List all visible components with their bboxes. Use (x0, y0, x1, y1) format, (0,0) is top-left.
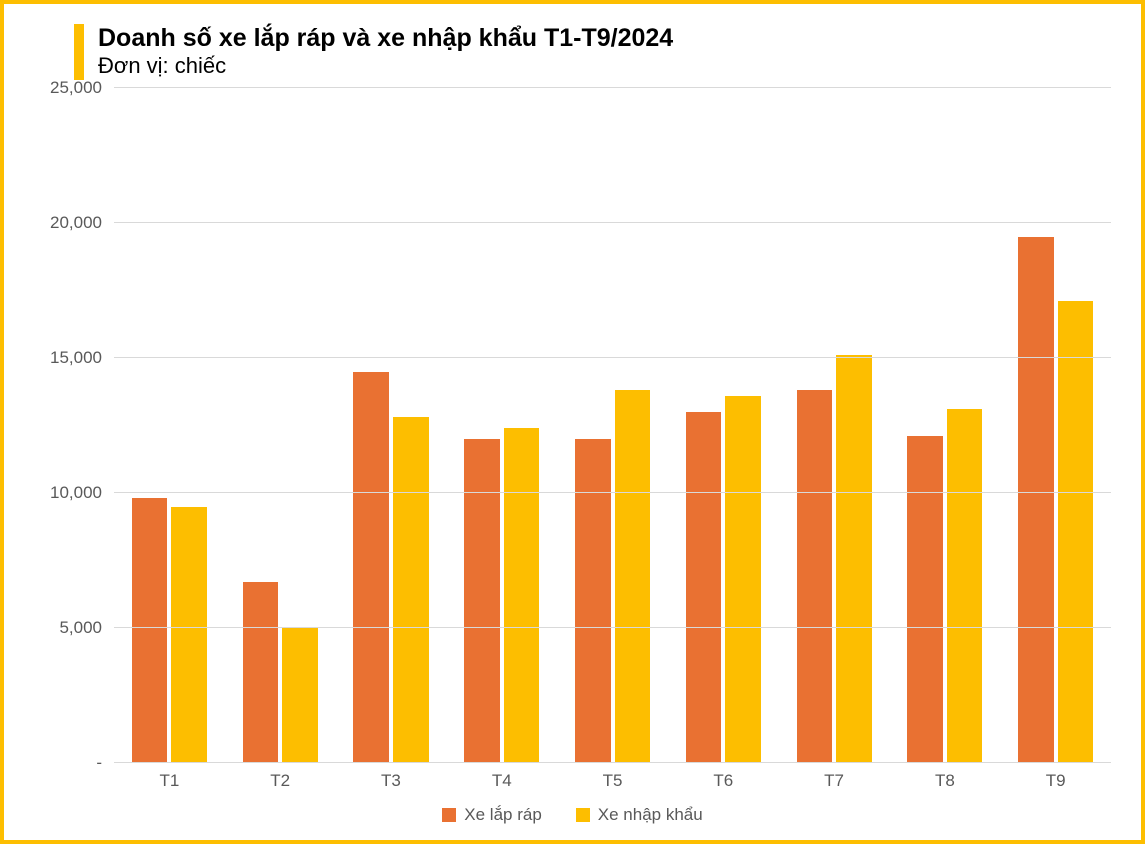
bar-group (557, 88, 668, 763)
legend-label: Xe lắp ráp (464, 805, 542, 825)
legend-item: Xe lắp ráp (442, 805, 542, 825)
bar-group (336, 88, 447, 763)
legend-swatch (576, 808, 590, 822)
bar-group (889, 88, 1000, 763)
gridline (114, 627, 1111, 628)
chart-subtitle: Đơn vị: chiếc (98, 53, 673, 78)
x-tick-label: T3 (336, 771, 447, 791)
bar (1058, 301, 1094, 763)
bar-group (114, 88, 225, 763)
gridline (114, 357, 1111, 358)
bars-container (114, 88, 1111, 763)
bar (907, 436, 943, 763)
bar (725, 396, 761, 763)
chart-header: Doanh số xe lắp ráp và xe nhập khẩu T1-T… (34, 24, 1111, 80)
x-tick-label: T6 (668, 771, 779, 791)
plot-row: -5,00010,00015,00020,00025,000 (34, 88, 1111, 763)
bar (171, 507, 207, 764)
bar (464, 439, 500, 763)
bar (393, 417, 429, 763)
bar (615, 390, 651, 763)
y-tick-label: 5,000 (32, 618, 102, 638)
bar (282, 628, 318, 763)
x-tick-label: T7 (779, 771, 890, 791)
bar-group (225, 88, 336, 763)
y-tick-label: 10,000 (32, 483, 102, 503)
accent-bar (74, 24, 84, 80)
gridline (114, 222, 1111, 223)
x-tick-label: T1 (114, 771, 225, 791)
x-tick-label: T8 (889, 771, 1000, 791)
chart-title: Doanh số xe lắp ráp và xe nhập khẩu T1-T… (98, 24, 673, 53)
legend-swatch (442, 808, 456, 822)
bar (836, 355, 872, 763)
y-tick-label: 20,000 (32, 213, 102, 233)
y-tick-label: - (32, 753, 102, 773)
chart-frame: Doanh số xe lắp ráp và xe nhập khẩu T1-T… (0, 0, 1145, 844)
x-tick-label: T9 (1000, 771, 1111, 791)
x-tick-label: T5 (557, 771, 668, 791)
x-tick-label: T4 (446, 771, 557, 791)
legend: Xe lắp ráp Xe nhập khẩu (34, 805, 1111, 825)
x-tick-label: T2 (225, 771, 336, 791)
bar (504, 428, 540, 763)
gridline (114, 762, 1111, 763)
bar-group (779, 88, 890, 763)
bar-group (1000, 88, 1111, 763)
x-axis: T1T2T3T4T5T6T7T8T9 (34, 771, 1111, 791)
bar (947, 409, 983, 763)
bar (132, 498, 168, 763)
gridline (114, 87, 1111, 88)
bar (797, 390, 833, 763)
bar (243, 582, 279, 763)
y-axis: -5,00010,00015,00020,00025,000 (34, 88, 114, 763)
plot-area (114, 88, 1111, 763)
bar (1018, 237, 1054, 764)
bar (353, 372, 389, 764)
bar-group (446, 88, 557, 763)
bar (575, 439, 611, 763)
plot-wrap: -5,00010,00015,00020,00025,000 T1T2T3T4T… (34, 88, 1111, 825)
y-tick-label: 25,000 (32, 78, 102, 98)
titles: Doanh số xe lắp ráp và xe nhập khẩu T1-T… (98, 24, 673, 78)
bar (686, 412, 722, 763)
bar-group (668, 88, 779, 763)
legend-item: Xe nhập khẩu (576, 805, 703, 825)
gridline (114, 492, 1111, 493)
legend-label: Xe nhập khẩu (598, 805, 703, 825)
y-tick-label: 15,000 (32, 348, 102, 368)
